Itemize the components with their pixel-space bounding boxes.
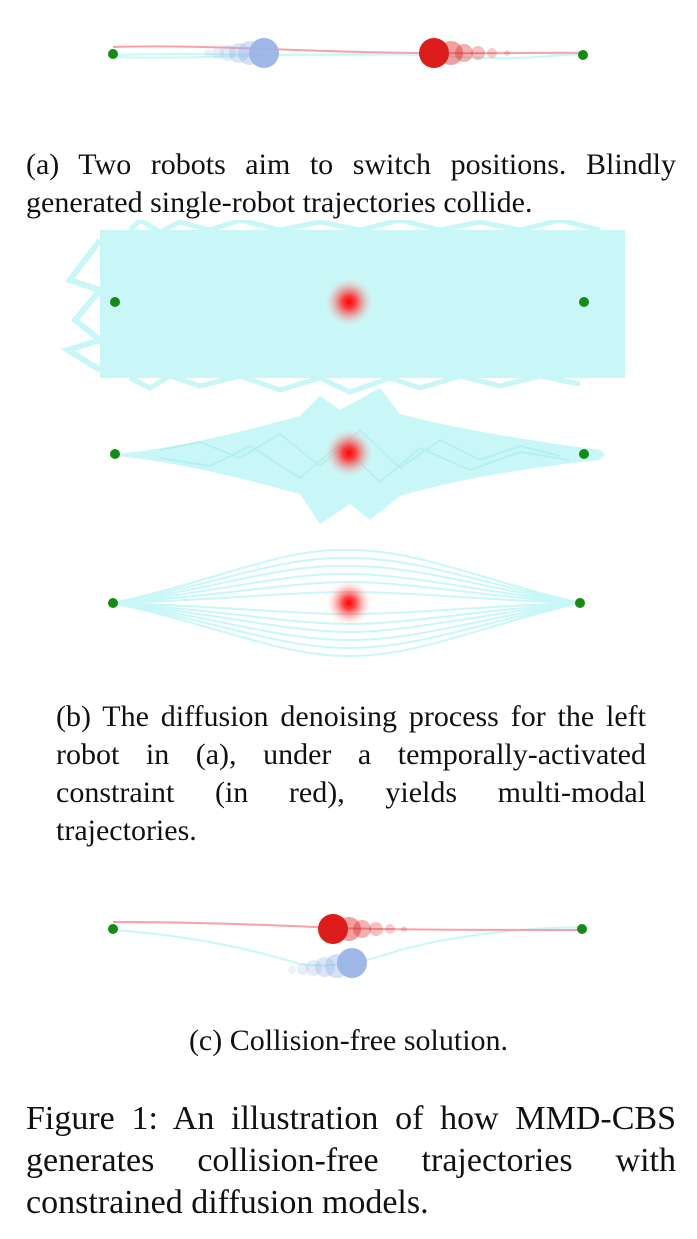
panel-b-plot <box>60 220 625 658</box>
start-point-a <box>108 49 118 59</box>
start-point-b1 <box>110 297 120 307</box>
robot-left-trail-c <box>288 948 367 978</box>
caption-panel-b: (b) The diffusion denoising process for … <box>56 700 646 847</box>
denoising-stage-1 <box>60 220 625 395</box>
panel-a-plot <box>108 38 588 68</box>
caption-panel-a: (a) Two robots aim to switch positions. … <box>26 148 676 219</box>
robot-right-trail-c <box>318 914 407 944</box>
constraint-glow-2 <box>323 427 375 479</box>
goal-point-b3 <box>575 598 585 608</box>
figure-caption: Figure 1: An illustration of how MMD-CBS… <box>26 1100 676 1221</box>
denoising-stage-2 <box>110 388 605 524</box>
robot-right-trail-a <box>419 38 510 68</box>
robot-left-trail-a <box>204 38 279 68</box>
denoising-stage-3 <box>112 548 581 658</box>
goal-point-a <box>578 50 588 60</box>
goal-point-c <box>577 924 587 934</box>
caption-panel-c: (c) Collision-free solution. <box>188 1024 509 1057</box>
start-point-c <box>108 924 118 934</box>
start-point-b2 <box>110 449 120 459</box>
constraint-glow-1 <box>323 276 375 328</box>
constraint-glow-3 <box>325 579 373 627</box>
start-point-b3 <box>108 598 118 608</box>
goal-point-b1 <box>579 297 589 307</box>
panel-c-plot <box>108 914 587 978</box>
goal-point-b2 <box>579 449 589 459</box>
robot-right-trajectory-a <box>112 45 584 55</box>
